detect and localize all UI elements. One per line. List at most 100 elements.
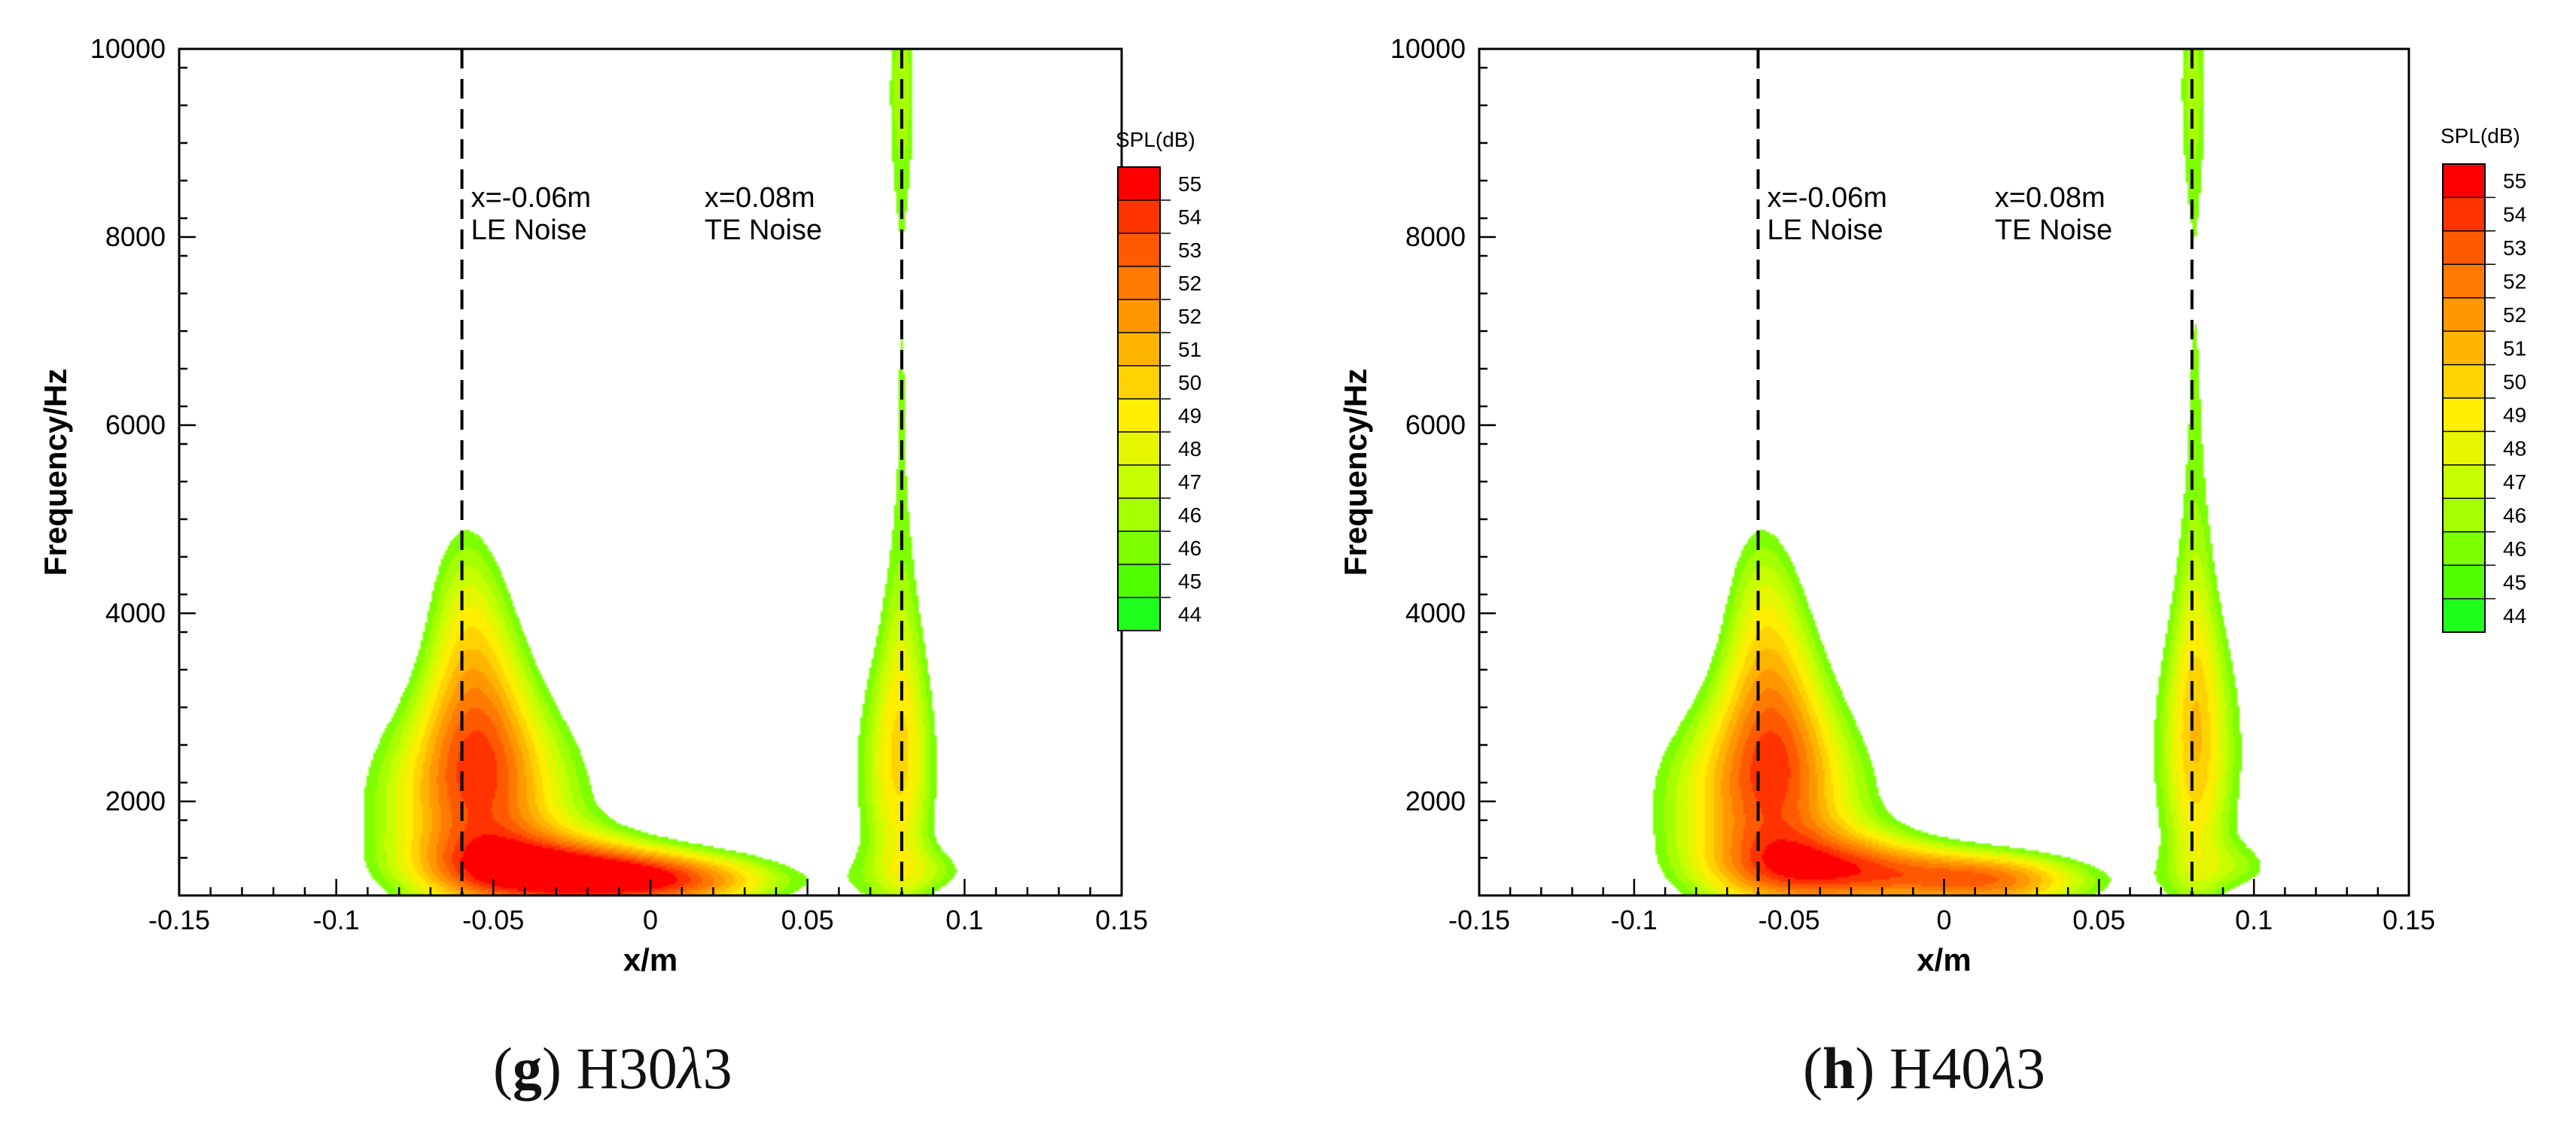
y-tick-label: 4000	[1405, 597, 1466, 628]
caption-g: (g) H30λ3	[493, 1035, 732, 1101]
x-tick-label: 0.15	[2383, 904, 2435, 935]
caption-g-letter: g	[512, 1035, 542, 1101]
colorbar-label: 46	[1178, 503, 1201, 527]
y-tick-label: 8000	[1405, 221, 1466, 252]
colorbar-label: 49	[1178, 404, 1201, 427]
colorbar-swatch	[1118, 233, 1160, 267]
annotation-position: x=-0.06m	[471, 182, 591, 214]
colorbar-swatch	[2443, 565, 2485, 600]
colorbar-swatch	[1118, 597, 1160, 631]
x-tick-label: 0.1	[945, 904, 983, 935]
caption-g-symbol: λ	[677, 1035, 703, 1101]
colorbar-label: 53	[1178, 239, 1201, 262]
colorbar-frame	[2442, 163, 2486, 633]
colorbar-label: 46	[2503, 537, 2526, 561]
heatmap-h	[1479, 49, 2409, 895]
colorbar-swatch	[1118, 564, 1160, 598]
annotation-label: TE Noise	[1995, 214, 2112, 246]
colorbar-label: 54	[1178, 205, 1201, 229]
colorbar-swatch	[2443, 264, 2485, 299]
y-tick-label: 6000	[105, 409, 166, 440]
colorbar-label: 44	[1178, 603, 1201, 626]
colorbar-label: 52	[2503, 303, 2526, 327]
annotation-position: x=0.08m	[1995, 182, 2106, 214]
caption-h-prefix: H40	[1889, 1035, 1991, 1101]
colorbar-swatch	[2443, 364, 2485, 399]
colorbar-label: 55	[2503, 169, 2526, 193]
x-tick-label: 0	[643, 904, 658, 935]
y-axis-label: Frequency/Hz	[1338, 369, 1373, 576]
colorbar-swatch	[2443, 531, 2485, 566]
colorbar-swatch	[2443, 498, 2485, 533]
y-tick-label: 10000	[90, 33, 166, 64]
colorbar-swatch	[1118, 200, 1160, 234]
colorbar-swatch	[1118, 465, 1160, 499]
y-tick-label: 6000	[1405, 409, 1466, 440]
caption-g-prefix: H30	[576, 1035, 677, 1101]
colorbar-label: 52	[1178, 305, 1201, 328]
caption-h-symbol: λ	[1990, 1035, 2016, 1101]
colorbar-swatch	[1118, 366, 1160, 400]
x-tick-label: -0.15	[148, 904, 210, 935]
caption-h-letter: h	[1822, 1035, 1856, 1101]
x-tick-label: 0.15	[1095, 904, 1148, 935]
colorbar-label: 46	[1178, 537, 1201, 560]
colorbar-label: 51	[1178, 338, 1201, 361]
x-tick-label: 0.05	[781, 904, 834, 935]
y-tick-label: 2000	[105, 786, 166, 816]
annotation-label: TE Noise	[705, 214, 822, 246]
heatmap-g	[179, 49, 1122, 895]
x-tick-label: -0.15	[1448, 904, 1510, 935]
caption-g-suffix: 3	[702, 1035, 732, 1101]
annotation-label: LE Noise	[471, 214, 587, 246]
colorbar-swatch	[1118, 266, 1160, 300]
colorbar-swatch	[2443, 464, 2485, 499]
caption-h: (h) H40λ3	[1803, 1035, 2045, 1101]
colorbar-label: 55	[1178, 172, 1201, 196]
colorbar-g: SPL(dB) 55 54 53 52 52 51 50 49 48 47 46 46 45 44	[1116, 128, 1201, 631]
x-tick-label: -0.1	[313, 904, 360, 935]
y-tick-label: 8000	[105, 221, 166, 252]
colorbar-swatch	[1118, 333, 1160, 366]
annotation-position: x=0.08m	[705, 182, 815, 214]
colorbar-swatch	[2443, 398, 2485, 432]
colorbar-label: 52	[1178, 272, 1201, 295]
panel-g: -0.15 -0.1 -0.05 0 0.05 0.1 0.15 2000 4000 6000 80…	[38, 33, 1201, 977]
colorbar-swatch	[1118, 531, 1160, 565]
colorbar-swatch	[1118, 399, 1160, 433]
colorbar-swatch	[2443, 230, 2485, 265]
colorbar-swatch	[1118, 432, 1160, 466]
y-tick-label: 2000	[1405, 786, 1466, 816]
colorbar-label: 52	[2503, 270, 2526, 293]
panel-h: -0.15 -0.1 -0.05 0 0.05 0.1 0.15 2000 4000 6000 80…	[1338, 33, 2526, 977]
x-tick-label: -0.05	[1758, 904, 1820, 935]
x-tick-label: -0.05	[462, 904, 524, 935]
colorbar-label: 44	[2503, 604, 2526, 628]
x-tick-label: 0.05	[2072, 904, 2125, 935]
colorbar-swatch	[2443, 164, 2485, 198]
colorbar-label: 51	[2503, 336, 2526, 360]
x-tick-label: 0.1	[2235, 904, 2273, 935]
colorbar-label: 46	[2503, 504, 2526, 527]
x-axis-label: x/m	[623, 942, 677, 977]
colorbar-title: SPL(dB)	[2441, 124, 2520, 147]
colorbar-frame	[1117, 166, 1161, 631]
colorbar-label: 45	[2503, 570, 2526, 594]
y-axis-label: Frequency/Hz	[38, 369, 73, 576]
colorbar-label: 47	[2503, 470, 2526, 494]
colorbar-swatch	[2443, 431, 2485, 466]
colorbar-label: 53	[2503, 236, 2526, 260]
colorbar-title: SPL(dB)	[1116, 128, 1195, 151]
colorbar-label: 50	[2503, 370, 2526, 394]
colorbar-swatch	[2443, 598, 2485, 633]
colorbar-swatch	[1118, 498, 1160, 532]
colorbar-swatch	[1118, 167, 1160, 201]
colorbar-label: 54	[2503, 203, 2526, 226]
colorbar-label: 45	[1178, 570, 1201, 593]
y-tick-label: 10000	[1390, 33, 1466, 64]
colorbar-label: 49	[2503, 403, 2526, 427]
colorbar-label: 48	[2503, 437, 2526, 461]
x-tick-label: -0.1	[1611, 904, 1658, 935]
colorbar-label: 48	[1178, 437, 1201, 461]
